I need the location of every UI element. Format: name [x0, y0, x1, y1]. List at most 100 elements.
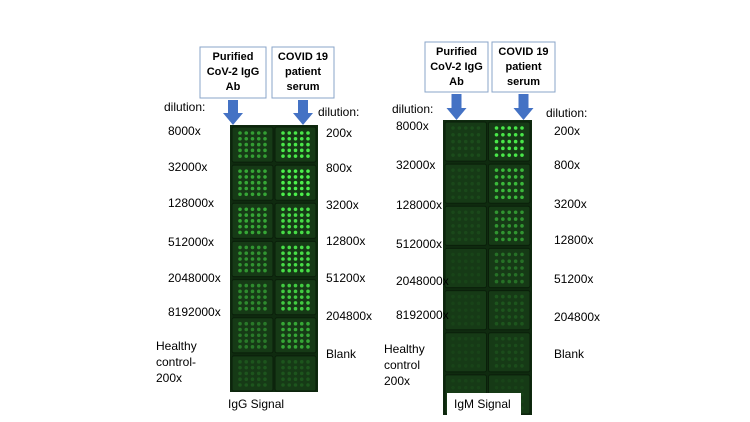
spot — [507, 153, 512, 157]
spot — [494, 385, 499, 390]
header-label: patient — [505, 61, 541, 73]
spot — [293, 333, 298, 338]
spot — [238, 219, 242, 223]
spot — [463, 336, 468, 341]
spot — [263, 365, 267, 370]
spot — [306, 148, 310, 153]
spot — [238, 333, 242, 338]
spot — [513, 259, 518, 264]
spot — [451, 139, 455, 144]
spot — [520, 230, 524, 235]
spot — [250, 283, 255, 288]
spot — [463, 217, 468, 221]
spot — [299, 245, 304, 250]
spot — [263, 295, 267, 299]
right-dilution: 204800x — [554, 310, 600, 324]
spot — [263, 383, 267, 387]
spot — [299, 192, 304, 197]
spot — [238, 142, 242, 147]
spot — [256, 383, 261, 387]
spot — [299, 224, 304, 229]
spot — [451, 308, 455, 312]
spot — [250, 230, 255, 235]
spot — [281, 377, 285, 382]
spot — [451, 350, 455, 355]
spot — [299, 327, 304, 332]
spot — [494, 195, 499, 200]
spot — [513, 315, 518, 319]
spot — [501, 294, 505, 299]
spot — [250, 383, 255, 387]
spot — [470, 153, 474, 157]
spot — [494, 343, 499, 348]
header-label: CoV-2 IgG — [430, 61, 483, 73]
right-dilution: 204800x — [326, 309, 372, 323]
spot — [244, 306, 249, 311]
spot — [520, 294, 524, 299]
spot — [263, 306, 267, 311]
spot — [299, 207, 304, 212]
spot — [281, 268, 285, 273]
spot — [250, 224, 255, 229]
spot — [507, 385, 512, 390]
spot — [287, 213, 292, 217]
spot — [287, 224, 292, 229]
spot — [457, 279, 462, 284]
spot — [244, 262, 249, 267]
spot — [457, 237, 462, 242]
spot — [281, 262, 285, 267]
spot — [513, 308, 518, 312]
spot — [494, 272, 499, 277]
spot — [250, 192, 255, 197]
spot — [287, 131, 292, 135]
spot — [507, 308, 512, 312]
spot — [293, 360, 298, 364]
spot — [457, 132, 462, 137]
spot — [520, 217, 524, 221]
spot — [238, 186, 242, 191]
spot — [250, 219, 255, 223]
spot — [463, 301, 468, 306]
left-dilution: 32000x — [396, 158, 435, 172]
spot — [494, 139, 499, 144]
spot — [501, 188, 505, 193]
spot — [293, 321, 298, 326]
spot — [263, 257, 267, 261]
spot — [293, 186, 298, 191]
spot — [281, 321, 285, 326]
spot — [463, 175, 468, 179]
spot — [513, 385, 518, 390]
spot — [256, 192, 261, 197]
spot — [463, 237, 468, 242]
spot — [244, 186, 249, 191]
spot — [451, 364, 455, 368]
spot — [451, 153, 455, 157]
spot — [263, 339, 267, 343]
left-dilution: 8000x — [168, 124, 201, 138]
spot — [287, 219, 292, 223]
spot — [306, 136, 310, 141]
spot — [281, 148, 285, 153]
spot — [470, 357, 474, 361]
spot — [513, 357, 518, 361]
spot — [287, 262, 292, 267]
spot — [451, 132, 455, 137]
spot — [451, 379, 455, 383]
spot — [494, 132, 499, 137]
spot — [306, 377, 310, 382]
spot — [281, 301, 285, 305]
spot — [463, 379, 468, 383]
spot — [513, 279, 518, 284]
spot — [256, 219, 261, 223]
header-box — [199, 46, 267, 99]
spot — [306, 154, 310, 158]
spot — [470, 294, 474, 299]
spot — [244, 360, 249, 364]
spot — [238, 365, 242, 370]
spot — [306, 180, 310, 185]
spot — [507, 146, 512, 151]
spot — [306, 186, 310, 191]
spot — [451, 266, 455, 270]
spot — [238, 295, 242, 299]
spot — [470, 252, 474, 257]
